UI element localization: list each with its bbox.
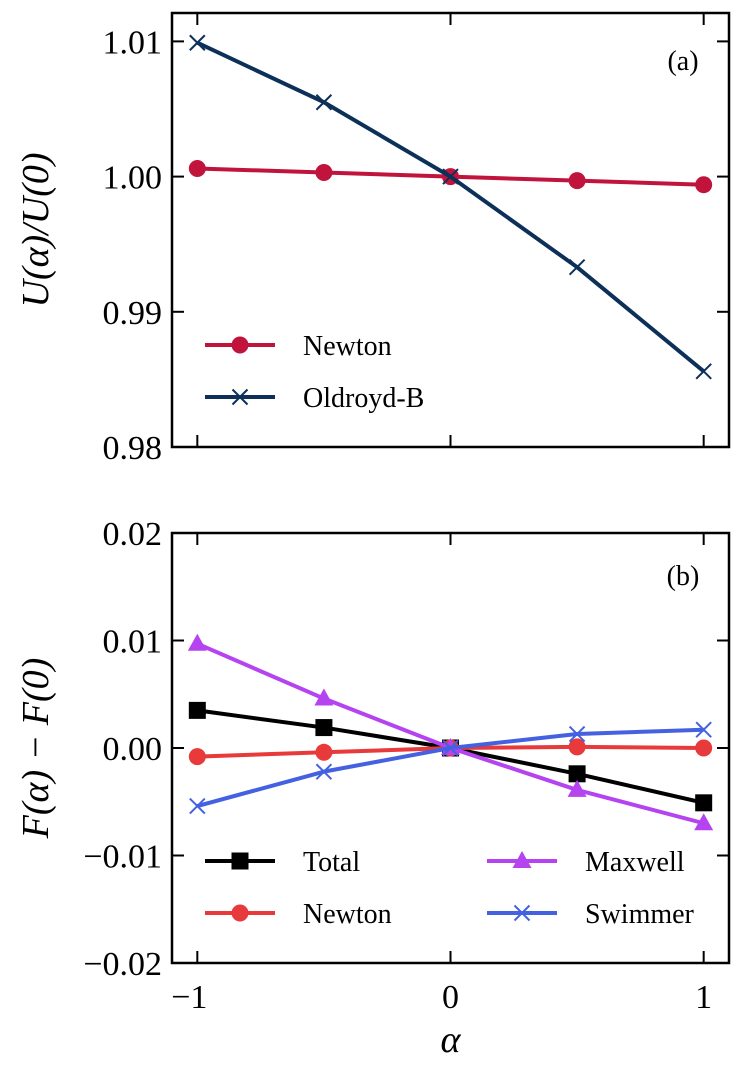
y-tick-label: 0.99 (103, 295, 163, 332)
data-point (568, 738, 586, 756)
series-line (197, 708, 705, 805)
panel-b: −0.02 −0.01 0.00 0.01 0.02 −1 0 1 F(α) − F(0) α (b… (15, 516, 731, 1061)
y-tick-label: 0.01 (103, 624, 163, 661)
data-point (694, 813, 714, 831)
data-point (187, 633, 207, 651)
legend-item: Swimmer (487, 899, 695, 930)
series-swimmer (189, 721, 712, 815)
legend-label: Maxwell (585, 847, 685, 878)
legend-marker (231, 336, 249, 354)
data-point (315, 743, 333, 761)
data-point (695, 739, 713, 757)
x-tick-label: −1 (171, 979, 207, 1016)
legend-label: Newton (303, 899, 392, 930)
data-point (189, 34, 206, 51)
x-tick-label: 0 (442, 979, 459, 1016)
panel-label: (a) (667, 46, 698, 77)
data-point (568, 172, 586, 190)
legend-item: Oldroyd-B (205, 383, 424, 414)
data-point (315, 94, 333, 111)
data-point (567, 779, 587, 797)
data-point (188, 748, 206, 766)
data-point (314, 688, 334, 706)
legend-label: Total (303, 847, 360, 878)
y-tick-label: 1.01 (103, 24, 163, 61)
x-axis-title: α (441, 1019, 462, 1061)
legend: Total Newton Maxwell Swimmer (205, 847, 695, 930)
data-point (188, 701, 206, 719)
data-point (315, 719, 333, 737)
y-tick-label: −0.01 (83, 839, 162, 876)
legend-marker (231, 388, 249, 406)
series-total (188, 701, 713, 812)
series-oldroyd-b (189, 34, 712, 380)
y-tick-label: 1.00 (103, 160, 163, 197)
y-axis-title: U(α)/U(0) (15, 152, 57, 307)
data-point (695, 721, 712, 738)
data-point (695, 363, 712, 380)
legend-marker (512, 851, 532, 868)
legend-label: Newton (303, 331, 392, 362)
y-tick-label: 0.00 (103, 731, 163, 768)
data-point (695, 794, 713, 812)
plot-frame (170, 11, 731, 449)
legend-marker (231, 852, 249, 870)
data-point (695, 176, 713, 194)
data-point (568, 258, 586, 276)
panel-a: 0.98 0.99 1.00 1.01 U(α)/U(0) (a) Newton Oldroy… (15, 11, 731, 467)
y-axis-title: F(α) − F(0) (15, 658, 57, 840)
data-point (315, 164, 333, 182)
data-point (188, 159, 206, 177)
x-tick-label: 1 (695, 979, 712, 1016)
legend-item: Total (205, 847, 360, 878)
series-line (196, 40, 705, 373)
legend-label: Oldroyd-B (303, 383, 424, 414)
y-tick-label: 0.02 (103, 516, 163, 553)
legend-marker (513, 904, 531, 922)
legend-item: Newton (205, 331, 392, 362)
y-tick-label: −0.02 (83, 946, 162, 983)
legend-marker (231, 904, 249, 922)
y-tick-label: 0.98 (103, 430, 163, 467)
legend-label: Swimmer (585, 899, 695, 930)
data-point (442, 168, 459, 185)
data-point (315, 763, 333, 780)
panel-label: (b) (667, 561, 700, 592)
data-point (568, 765, 586, 783)
data-point (568, 725, 586, 743)
legend: Newton Oldroyd-B (205, 331, 424, 414)
legend-item: Maxwell (487, 847, 685, 878)
data-point (189, 797, 206, 815)
data-point (442, 739, 459, 757)
legend-item: Newton (205, 899, 392, 930)
